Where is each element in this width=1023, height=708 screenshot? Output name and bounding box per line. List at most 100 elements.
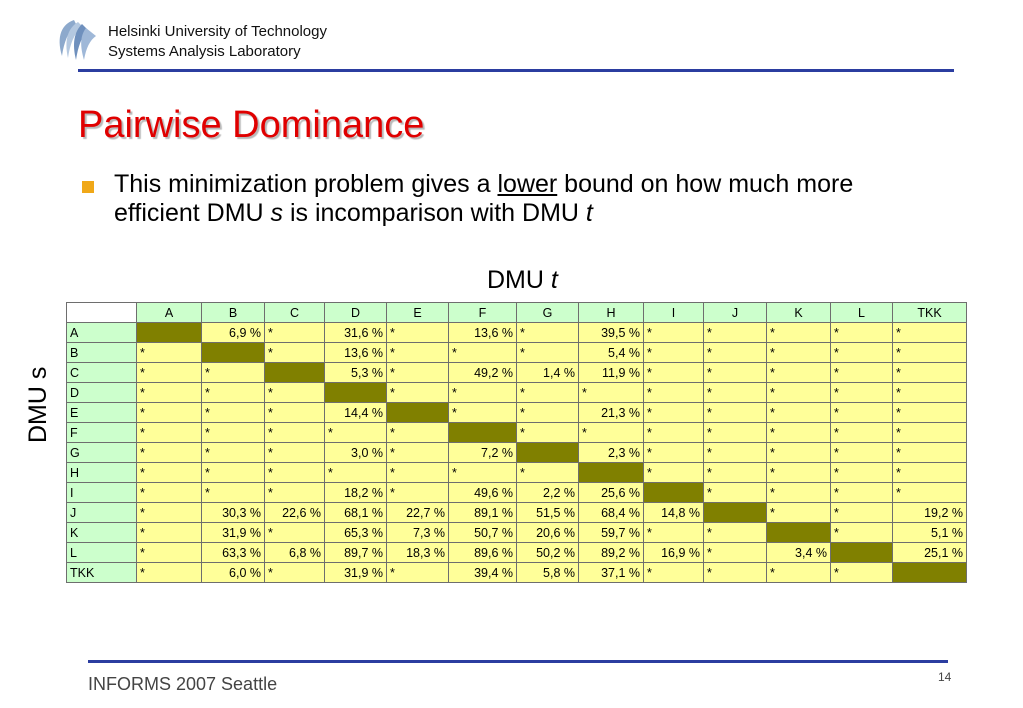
- table-cell: *: [830, 522, 893, 543]
- table-cell: *: [264, 402, 325, 423]
- table-cell: *: [516, 322, 579, 343]
- row-header: K: [66, 522, 137, 543]
- table-cell: *: [892, 482, 967, 503]
- table-cell: *: [643, 422, 704, 443]
- table-cell: 21,3 %: [578, 402, 644, 423]
- table-cell: *: [830, 322, 893, 343]
- table-cell: *: [386, 442, 449, 463]
- table-cell: *: [830, 342, 893, 363]
- table-cell: *: [643, 382, 704, 403]
- table-cell: *: [830, 482, 893, 503]
- column-header: F: [448, 302, 517, 323]
- row-header: G: [66, 442, 137, 463]
- table-cell: *: [703, 322, 767, 343]
- table-cell: *: [892, 322, 967, 343]
- diagonal-cell: [386, 402, 449, 423]
- table-cell: *: [703, 482, 767, 503]
- table-cell: 89,2 %: [578, 542, 644, 563]
- table-cell: 25,1 %: [892, 542, 967, 563]
- column-header: TKK: [892, 302, 967, 323]
- table-cell: *: [892, 382, 967, 403]
- table-cell: *: [892, 422, 967, 443]
- table-cell: *: [766, 322, 831, 343]
- diagonal-cell: [448, 422, 517, 443]
- table-cell: *: [264, 462, 325, 483]
- table-cell: 18,2 %: [324, 482, 387, 503]
- table-cell: 50,7 %: [448, 522, 517, 543]
- table-cell: *: [703, 382, 767, 403]
- table-cell: *: [766, 382, 831, 403]
- table-cell: *: [830, 402, 893, 423]
- table-row: E * * * 14,4 % * * 21,3 % * * * * *: [66, 402, 967, 423]
- table-cell: 7,3 %: [386, 522, 449, 543]
- table-cell: *: [264, 522, 325, 543]
- table-cell: 25,6 %: [578, 482, 644, 503]
- table-cell: *: [830, 462, 893, 483]
- corner-cell: [66, 302, 137, 323]
- table-cell: 89,1 %: [448, 502, 517, 523]
- table-cell: *: [324, 422, 387, 443]
- table-cell: 14,4 %: [324, 402, 387, 423]
- table-cell: *: [766, 462, 831, 483]
- table-cell: *: [643, 522, 704, 543]
- table-cell: 6,0 %: [201, 562, 265, 583]
- table-cell: *: [766, 562, 831, 583]
- column-header: J: [703, 302, 767, 323]
- table-cell: 19,2 %: [892, 502, 967, 523]
- diagonal-cell: [703, 502, 767, 523]
- table-cell: *: [264, 482, 325, 503]
- table-cell: *: [386, 562, 449, 583]
- table-cell: *: [892, 402, 967, 423]
- column-header: K: [766, 302, 831, 323]
- table-cell: *: [264, 562, 325, 583]
- bullet-text-part: is incomparison with DMU: [283, 199, 586, 227]
- table-cell: *: [386, 342, 449, 363]
- table-cell: *: [643, 562, 704, 583]
- table-cell: *: [324, 462, 387, 483]
- table-cell: 2,2 %: [516, 482, 579, 503]
- table-cell: *: [386, 422, 449, 443]
- table-cell: *: [201, 442, 265, 463]
- diagonal-cell: [136, 322, 202, 343]
- table-cell: *: [264, 342, 325, 363]
- table-cell: 68,1 %: [324, 502, 387, 523]
- table-cell: 16,9 %: [643, 542, 704, 563]
- table-cell: 5,3 %: [324, 362, 387, 383]
- table-cell: 14,8 %: [643, 502, 704, 523]
- table-cell: 31,9 %: [324, 562, 387, 583]
- table-cell: 31,6 %: [324, 322, 387, 343]
- table-row: TKK * 6,0 % * 31,9 % * 39,4 % 5,8 % 37,1 % * * * *: [66, 562, 967, 583]
- table-cell: *: [830, 422, 893, 443]
- table-cell: *: [448, 462, 517, 483]
- table-cell: *: [201, 402, 265, 423]
- row-header: TKK: [66, 562, 137, 583]
- table-cell: 13,6 %: [324, 342, 387, 363]
- table-cell: *: [643, 342, 704, 363]
- row-header: I: [66, 482, 137, 503]
- table-row: L * 63,3 % 6,8 % 89,7 % 18,3 % 89,6 % 50,2 % 89,…: [66, 542, 967, 563]
- table-cell: *: [703, 522, 767, 543]
- table-cell: *: [643, 462, 704, 483]
- column-header: G: [516, 302, 579, 323]
- table-cell: 6,8 %: [264, 542, 325, 563]
- table-cell: *: [136, 442, 202, 463]
- table-row: C * * 5,3 % * 49,2 % 1,4 % 11,9 % * * * * *: [66, 362, 967, 383]
- row-header: A: [66, 322, 137, 343]
- table-cell: *: [766, 422, 831, 443]
- table-row: J * 30,3 % 22,6 % 68,1 % 22,7 % 89,1 % 51,5 % 68…: [66, 502, 967, 523]
- table-cell: 39,4 %: [448, 562, 517, 583]
- table-cell: 7,2 %: [448, 442, 517, 463]
- table-cell: *: [703, 362, 767, 383]
- table-cell: *: [264, 442, 325, 463]
- header-row: A B C D E F G H I J K L TKK: [66, 302, 967, 323]
- table-cell: *: [201, 482, 265, 503]
- underlined-word: lower: [497, 170, 558, 198]
- table-cell: *: [448, 402, 517, 423]
- slide-title: Pairwise Dominance: [78, 104, 425, 146]
- table-cell: 6,9 %: [201, 322, 265, 343]
- table-cell: 89,7 %: [324, 542, 387, 563]
- table-cell: *: [201, 422, 265, 443]
- table-cell: 63,3 %: [201, 542, 265, 563]
- table-cell: *: [386, 382, 449, 403]
- column-axis-variable: t: [550, 266, 558, 294]
